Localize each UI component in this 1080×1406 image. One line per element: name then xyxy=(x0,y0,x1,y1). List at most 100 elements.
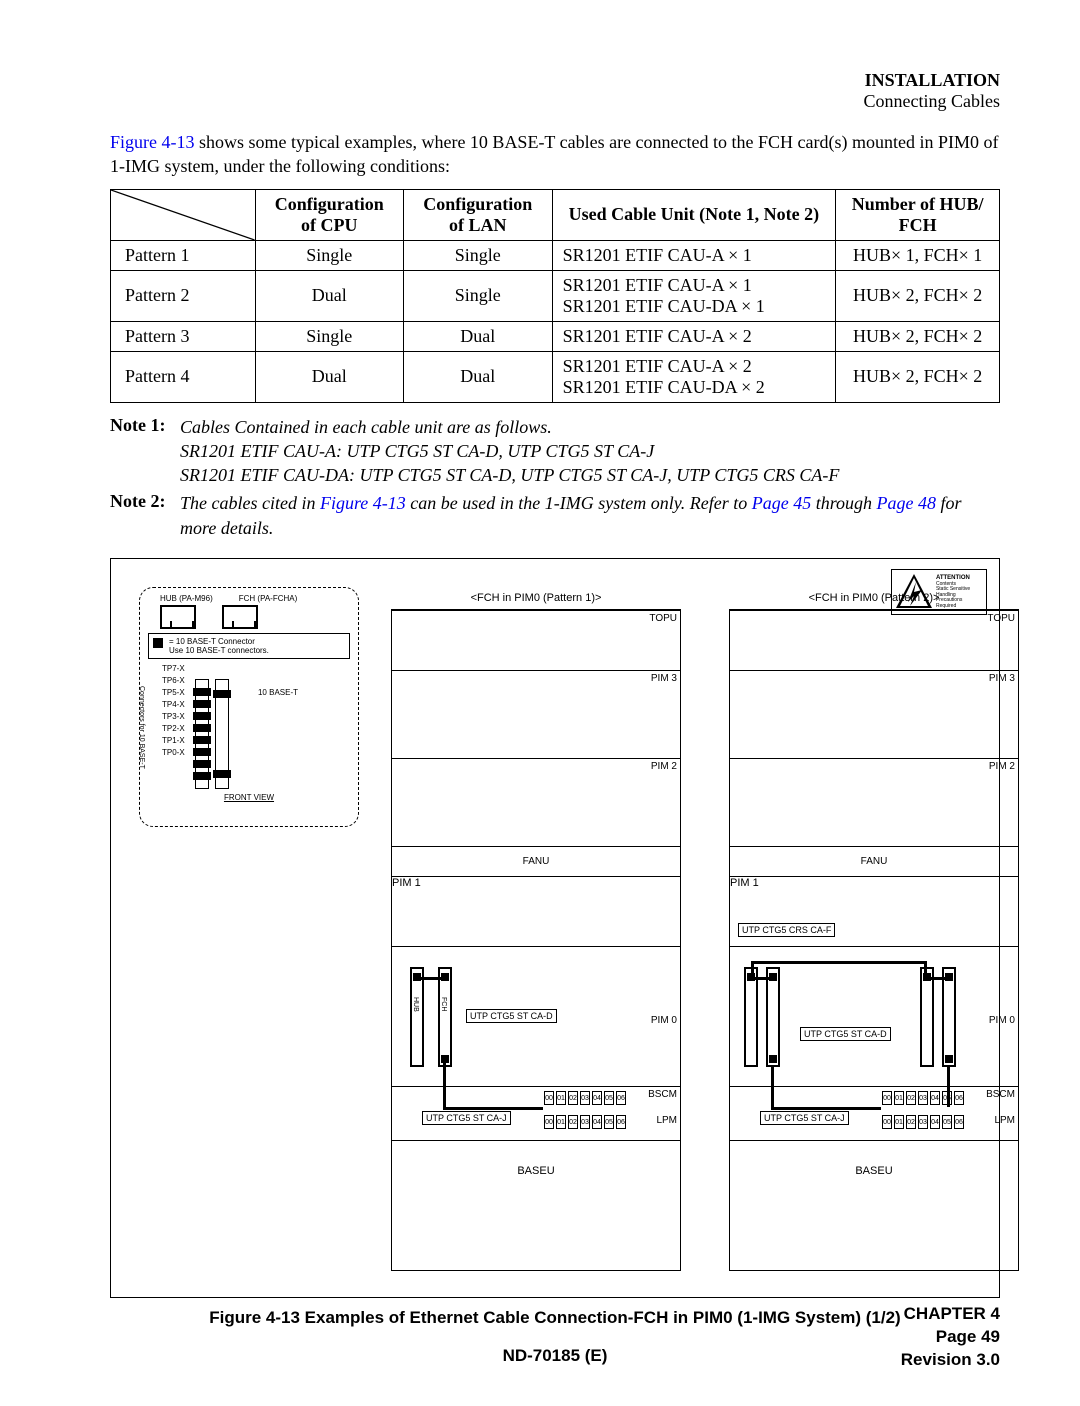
intro-figure-link[interactable]: Figure 4-13 xyxy=(110,132,195,152)
table-row: Pattern 2DualSingleSR1201 ETIF CAU-A × 1… xyxy=(111,270,1000,321)
tp-label: TP5-X xyxy=(162,687,185,699)
legend-hub-card-icon xyxy=(195,679,209,789)
rack1-fanu: FANU xyxy=(392,846,680,876)
footer-rev: Revision 3.0 xyxy=(901,1349,1000,1372)
connector-square-icon xyxy=(153,638,163,648)
rack1-hub-card-icon xyxy=(410,967,424,1067)
slot-cell: 05 xyxy=(942,1115,952,1129)
slot-cell: 01 xyxy=(556,1115,566,1129)
legend-side-label: Connectors for 10 BASE-T xyxy=(138,686,145,769)
table-cell: Single xyxy=(255,240,404,270)
note1-label: Note 1: xyxy=(110,415,180,488)
note2-figlink[interactable]: Figure 4-13 xyxy=(320,493,406,513)
note2-label: Note 2: xyxy=(110,491,180,540)
rack2-pim0: PIM 0 xyxy=(989,1015,1015,1026)
footer-chapter: CHAPTER 4 xyxy=(901,1303,1000,1326)
col-cable: Used Cable Unit (Note 1, Note 2) xyxy=(552,189,836,240)
figure-caption: Figure 4-13 Examples of Ethernet Cable C… xyxy=(110,1308,1000,1328)
slot-cell: 06 xyxy=(616,1091,626,1105)
slot-cell: 01 xyxy=(894,1091,904,1105)
note2-pre: The cables cited in xyxy=(180,493,320,513)
table-cell: SR1201 ETIF CAU-A × 2 xyxy=(552,321,836,351)
slot-cell: 06 xyxy=(954,1115,964,1129)
tp-label: TP3-X xyxy=(162,711,185,723)
slot-cell: 00 xyxy=(544,1091,554,1105)
col-cfg-cpu: Configuration of CPU xyxy=(255,189,404,240)
slot-cell: 00 xyxy=(882,1091,892,1105)
slot-cell: 03 xyxy=(918,1091,928,1105)
intro-paragraph: Figure 4-13 shows some typical examples,… xyxy=(110,130,1000,179)
legend-front-view: FRONT VIEW xyxy=(148,793,350,802)
table-cell: HUB× 2, FCH× 2 xyxy=(836,270,1000,321)
table-cell: HUB× 1, FCH× 1 xyxy=(836,240,1000,270)
rack2-fanu: FANU xyxy=(730,846,1018,876)
slot-cell: 04 xyxy=(930,1115,940,1129)
slot-cell: 02 xyxy=(906,1115,916,1129)
rack1-baseu: BASEU xyxy=(392,1140,680,1200)
note2-mid2: through xyxy=(811,493,876,513)
slot-cell: 01 xyxy=(556,1091,566,1105)
rack1-fch-card-icon xyxy=(438,967,452,1067)
table-cell: SR1201 ETIF CAU-A × 1 SR1201 ETIF CAU-DA… xyxy=(552,270,836,321)
table-cell: Dual xyxy=(404,321,553,351)
rack2-lpm: LPM xyxy=(994,1115,1015,1126)
rack2-hub0-card-icon xyxy=(744,967,758,1067)
notes-block: Note 1: Cables Contained in each cable u… xyxy=(110,415,1000,540)
rack2-tag-caj: UTP CTG5 ST CA-J xyxy=(760,1111,849,1125)
footer-page: Page 49 xyxy=(901,1326,1000,1349)
col-hub: Number of HUB/ FCH xyxy=(836,189,1000,240)
table-row: Pattern 4DualDualSR1201 ETIF CAU-A × 2 S… xyxy=(111,351,1000,402)
legend-fch-card-icon xyxy=(215,679,229,789)
config-table: Configuration of CPU Configuration of LA… xyxy=(110,189,1000,403)
legend-tp-labels: TP7-XTP6-XTP5-XTP4-XTP3-XTP2-XTP1-XTP0-X xyxy=(162,663,185,759)
fch-chip-icon xyxy=(222,605,258,629)
tp-label: TP4-X xyxy=(162,699,185,711)
slot-cell: 06 xyxy=(616,1115,626,1129)
tp-label: TP0-X xyxy=(162,747,185,759)
rack1-lpm: LPM xyxy=(656,1115,677,1126)
legend-hub-label: HUB (PA-M96) xyxy=(160,594,213,603)
rack-pattern-2: <FCH in PIM0 (Pattern 2)> TOPU PIM 3 PIM… xyxy=(729,609,1019,1271)
rack2-tag-cad: UTP CTG5 ST CA-D xyxy=(800,1027,891,1041)
table-row: Pattern 3SingleDualSR1201 ETIF CAU-A × 2… xyxy=(111,321,1000,351)
rack1-pim1: PIM 1 xyxy=(392,877,680,889)
slot-cell: 03 xyxy=(580,1091,590,1105)
rack1-bscm: BSCM xyxy=(648,1089,677,1100)
hub-chip-icon xyxy=(160,605,196,629)
tp-label: TP7-X xyxy=(162,663,185,675)
header-title: INSTALLATION xyxy=(110,70,1000,91)
page-header: INSTALLATION Connecting Cables xyxy=(110,70,1000,112)
slot-cell: 05 xyxy=(604,1091,614,1105)
legend-box: HUB (PA-M96) FCH (PA-FCHA) = 10 BASE-T C… xyxy=(139,587,359,827)
table-cell: HUB× 2, FCH× 2 xyxy=(836,351,1000,402)
slot-cell: 04 xyxy=(930,1091,940,1105)
rack1-pim2: PIM 2 xyxy=(651,761,677,772)
rack1-tag-cad: UTP CTG5 ST CA-D xyxy=(466,1009,557,1023)
slot-cell: 02 xyxy=(568,1091,578,1105)
rack1-hub-text: HUB xyxy=(412,997,419,1012)
table-cell: SR1201 ETIF CAU-A × 1 xyxy=(552,240,836,270)
legend-note-a: = 10 BASE-T Connector xyxy=(169,637,269,646)
rack2-title: <FCH in PIM0 (Pattern 2)> xyxy=(730,592,1018,604)
table-cell: Single xyxy=(404,240,553,270)
table-cell: Dual xyxy=(255,351,404,402)
rack2-pim2: PIM 2 xyxy=(989,761,1015,772)
rack2-fch1-card-icon xyxy=(942,967,956,1067)
tp-label: TP2-X xyxy=(162,723,185,735)
note2-page48-link[interactable]: Page 48 xyxy=(877,493,936,513)
table-corner xyxy=(111,189,256,240)
rack2-tag-crs: UTP CTG5 CRS CA-F xyxy=(738,923,835,937)
table-cell: HUB× 2, FCH× 2 xyxy=(836,321,1000,351)
rack1-fch-text: FCH xyxy=(440,997,447,1011)
legend-note-b: Use 10 BASE-T connectors. xyxy=(169,646,269,655)
note2-page45-link[interactable]: Page 45 xyxy=(752,493,811,513)
rack1-pim3: PIM 3 xyxy=(651,673,677,684)
rack2-pim1: PIM 1 xyxy=(730,877,1018,889)
table-cell: SR1201 ETIF CAU-A × 2 SR1201 ETIF CAU-DA… xyxy=(552,351,836,402)
table-cell: Single xyxy=(404,270,553,321)
rack1-title: <FCH in PIM0 (Pattern 1)> xyxy=(392,592,680,604)
table-cell: Pattern 1 xyxy=(111,240,256,270)
rack2-bscm: BSCM xyxy=(986,1089,1015,1100)
rack2-pim3: PIM 3 xyxy=(989,673,1015,684)
intro-text: shows some typical examples, where 10 BA… xyxy=(110,132,998,176)
